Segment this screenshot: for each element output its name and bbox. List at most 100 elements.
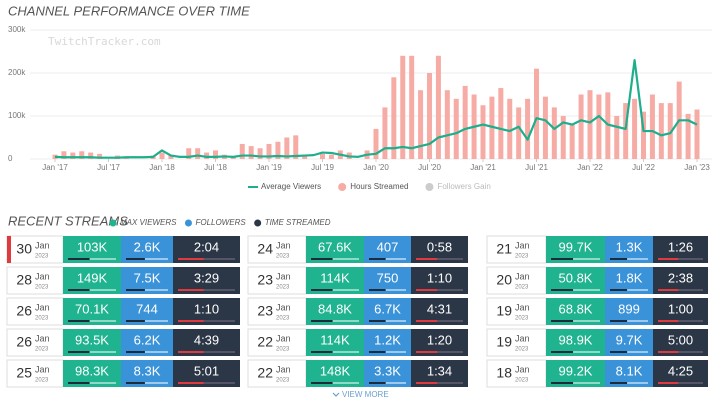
stream-row[interactable]: 24 Jan 2023 67.6K 407 0:58 [247,235,468,264]
stat-value: 0:58 [427,239,452,254]
day: 23 [257,303,273,319]
stream-row[interactable]: 22 Jan 2023 114K 1.2K 1:20 [247,328,468,357]
stat-value: 744 [136,301,158,316]
x-tick-label: Jan '19 [256,163,282,172]
legend-item[interactable]: Hours Streamed [338,182,408,191]
month: Jan [276,302,291,312]
x-tick-label: Jan '21 [470,163,496,172]
stat-progress [610,258,628,260]
bar [658,103,664,159]
legend-item[interactable]: Average Viewers [248,182,321,191]
month: Jan [35,302,50,312]
stat-track [658,382,703,384]
stat-value: 103K [77,239,108,254]
date-cell [6,328,64,357]
day: 19 [496,334,512,350]
bar [694,109,700,159]
stat-progress [416,258,438,260]
stat-track [658,289,703,291]
stat-progress [551,351,574,353]
month: Jan [515,302,530,312]
stream-row[interactable]: 19 Jan 2023 68.8K 899 1:00 [486,297,708,326]
date-cell [6,297,64,326]
stream-row[interactable]: 28 Jan 2023 149K 7.5K 3:29 [6,266,240,295]
legend-label: Hours Streamed [350,182,408,191]
legend-swatch [425,183,434,191]
stat-progress [178,320,204,322]
view-more[interactable]: VIEW MORE [332,390,389,399]
bar [462,85,468,159]
stream-row[interactable]: 30 Jan 2023 103K 2.6K 2:04 [6,235,240,264]
chart-title: CHANNEL PERFORMANCE OVER TIME [8,3,250,18]
day: 30 [16,241,32,257]
stat-progress [68,320,90,322]
stream-row[interactable]: 22 Jan 2023 148K 3.3K 1:34 [247,359,468,388]
month: Jan [515,240,530,250]
stream-row[interactable]: 25 Jan 2023 98.3K 8.3K 5:01 [6,359,240,388]
month: Jan [515,271,530,281]
stream-row[interactable]: 23 Jan 2023 84.8K 6.7K 4:31 [247,297,468,326]
day: 21 [496,241,512,257]
date-cell [247,359,307,388]
stat-value: 1:10 [194,301,219,316]
stat-progress [178,258,204,260]
stream-row[interactable]: 26 Jan 2023 93.5K 6.2K 4:39 [6,328,240,357]
bar [596,94,602,159]
day: 19 [496,303,512,319]
stat-progress [369,382,386,384]
stat-progress [178,289,204,291]
stat-value: 8.3K [134,363,161,378]
stat-progress [658,289,679,291]
stat-track [610,351,648,353]
stream-row[interactable]: 23 Jan 2023 114K 750 1:10 [247,266,468,295]
stat-progress [610,382,628,384]
bar [667,103,673,159]
stream-row[interactable]: 18 Jan 2023 99.2K 8.1K 4:25 [486,359,708,388]
stream-row[interactable]: 19 Jan 2023 98.9K 9.7K 5:00 [486,328,708,357]
year: 2023 [35,285,49,291]
stat-value: 1:10 [427,270,452,285]
x-tick-label: Jan '18 [149,163,175,172]
stat-progress [68,351,90,353]
chevron [332,392,340,397]
date-cell [486,266,547,295]
stat-track [551,289,600,291]
stat-progress [126,351,145,353]
stat-progress [311,351,333,353]
stat-value: 3:29 [194,270,219,285]
stat-progress [658,258,679,260]
month: Jan [35,333,50,343]
stream-row[interactable]: 20 Jan 2023 50.8K 1.8K 2:38 [486,266,708,295]
stat-progress [68,289,90,291]
bar [328,154,334,159]
month: Jan [515,333,530,343]
bar [542,96,548,159]
stat-progress [126,382,145,384]
stat-value: 98.3K [75,363,109,378]
legend-item[interactable]: Followers Gain [425,182,491,191]
stat-value: 84.8K [318,301,352,316]
view-more-label[interactable]: VIEW MORE [342,390,389,399]
year: 2023 [276,347,290,353]
stat-track [178,320,235,322]
line [54,59,698,159]
x-tick-label: Jul '18 [204,163,227,172]
bar [418,90,424,159]
stat-value: 6.7K [374,301,401,316]
stream-row[interactable]: 21 Jan 2023 99.7K 1.3K 1:26 [486,235,708,264]
bar [516,107,522,159]
stat-track [416,258,463,260]
year: 2023 [35,378,49,384]
month: Jan [35,240,50,250]
bar [391,77,397,159]
x-tick-label: Jul '17 [97,163,120,172]
month: Jan [276,240,291,250]
legend-label: TIME STREAMED [265,218,331,227]
stream-row[interactable]: 26 Jan 2023 70.1K 744 1:10 [6,297,240,326]
bar [569,124,575,159]
stat-progress [311,382,333,384]
date-cell [247,297,307,326]
stat-value: 1.2K [374,332,401,347]
stat-progress [68,382,90,384]
year: 2023 [515,316,529,322]
